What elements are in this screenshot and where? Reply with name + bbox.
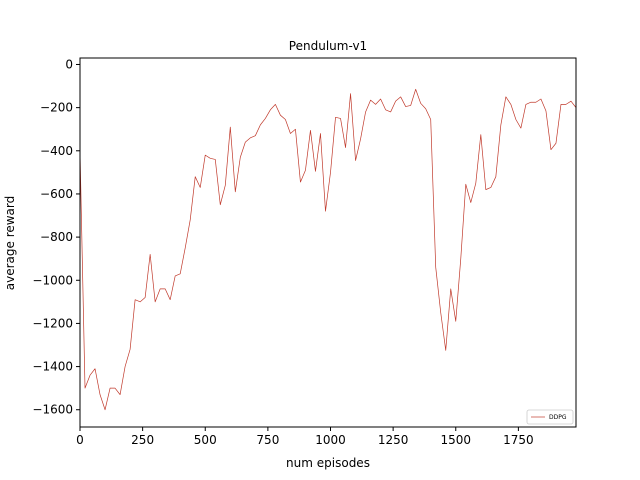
x-tick-label: 1250: [378, 433, 409, 447]
y-tick-label: 0: [65, 57, 73, 71]
chart-title: Pendulum-v1: [289, 39, 367, 53]
x-axis-ticks: 0 250 500 750 1000 1250 1500 1750: [76, 427, 534, 447]
y-tick-label: −1400: [32, 360, 73, 374]
legend: DDPG: [526, 409, 574, 425]
y-tick-label: −1200: [32, 316, 73, 330]
x-tick-label: 250: [131, 433, 154, 447]
x-tick-label: 0: [76, 433, 84, 447]
legend-label: DDPG: [549, 414, 567, 421]
x-axis-label: num episodes: [286, 456, 370, 470]
y-axis-ticks: 0 −200 −400 −600 −800 −1000 −1200 −1400 −1600: [32, 57, 80, 417]
y-tick-label: −800: [40, 230, 73, 244]
y-tick-label: −1600: [32, 403, 73, 417]
y-tick-label: −400: [40, 144, 73, 158]
plot-area: [79, 57, 577, 428]
legend-box: [526, 409, 574, 425]
series-line-ddpg: [79, 88, 577, 411]
y-tick-label: −600: [40, 187, 73, 201]
x-tick-label: 500: [194, 433, 217, 447]
y-tick-label: −1000: [32, 273, 73, 287]
x-tick-label: 1750: [503, 433, 534, 447]
x-tick-label: 750: [256, 433, 279, 447]
x-tick-label: 1500: [440, 433, 471, 447]
y-axis-label: average reward: [3, 196, 17, 291]
x-tick-label: 1000: [315, 433, 346, 447]
y-tick-label: −200: [40, 101, 73, 115]
plot-frame: [79, 57, 577, 428]
